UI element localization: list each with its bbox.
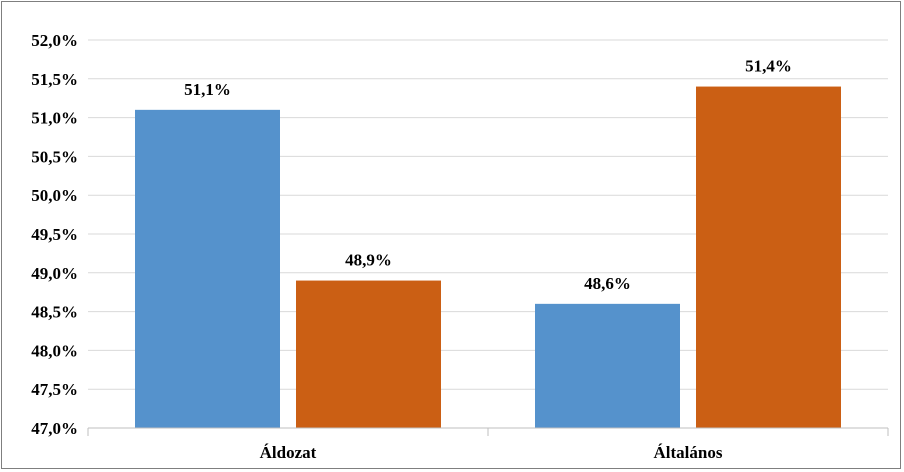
x-category-label: Általános — [654, 443, 723, 462]
bar — [296, 280, 441, 428]
data-label: 48,9% — [345, 251, 392, 270]
y-tick-label: 47,0% — [31, 419, 78, 438]
y-tick-label: 47,5% — [31, 380, 78, 399]
y-tick-label: 51,5% — [31, 70, 78, 89]
y-tick-label: 52,0% — [31, 31, 78, 50]
x-axis-categories: Áldozat Általános — [260, 443, 723, 462]
data-label: 51,4% — [745, 57, 792, 76]
y-tick-label: 51,0% — [31, 109, 78, 128]
y-tick-label: 50,0% — [31, 186, 78, 205]
x-axis — [87, 427, 889, 436]
data-label: 48,6% — [584, 274, 631, 293]
x-category-label: Áldozat — [260, 443, 317, 462]
y-tick-label: 48,0% — [31, 341, 78, 360]
bar — [696, 86, 841, 428]
y-tick-label: 50,5% — [31, 147, 78, 166]
data-label: 51,1% — [184, 80, 231, 99]
y-axis-ticks: 47,0% 47,5% 48,0% 48,5% 49,0% 49,5% 50,0% 50,5%… — [31, 31, 78, 438]
data-labels: 51,1% 48,9% 48,6% 51,4% — [184, 57, 792, 293]
bar — [535, 303, 680, 428]
bars — [135, 86, 841, 428]
y-tick-label: 48,5% — [31, 303, 78, 322]
bar — [135, 109, 280, 428]
y-tick-label: 49,5% — [31, 225, 78, 244]
y-tick-label: 49,0% — [31, 264, 78, 283]
